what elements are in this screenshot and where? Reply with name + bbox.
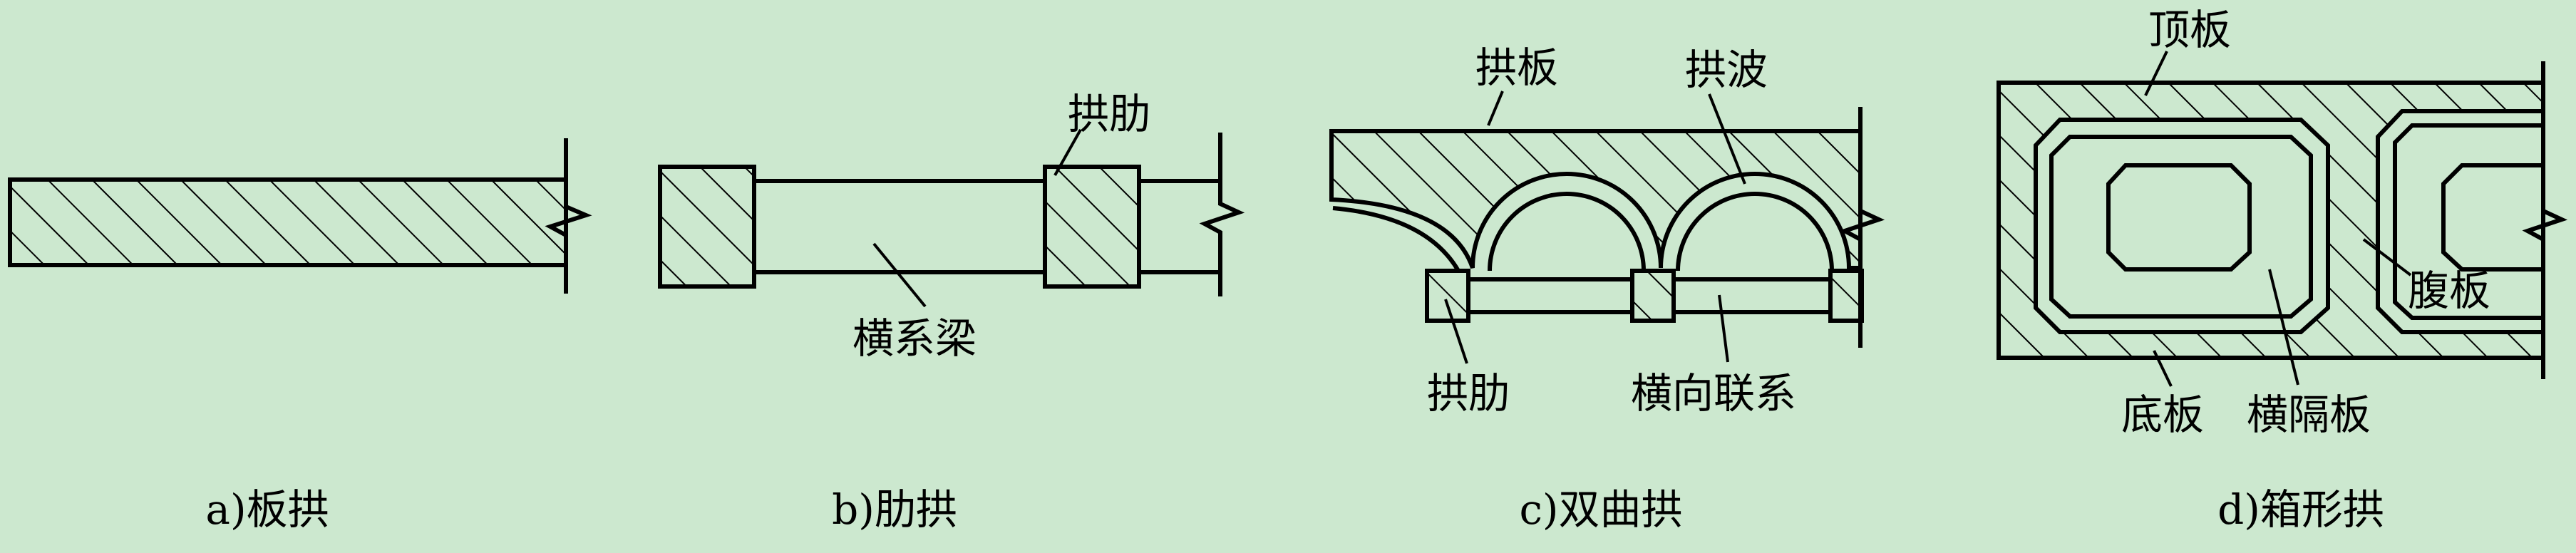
rib-section-right: [1043, 165, 1141, 289]
leader-top-slab: [2144, 51, 2168, 96]
slab-arch-section: [8, 177, 568, 267]
caption-a: a)板拱: [205, 485, 329, 534]
rib-section-left: [658, 165, 756, 289]
leader-diaphragm: [2268, 269, 2299, 386]
leader-bottom-slab: [2153, 350, 2173, 387]
cell-inner-left: [2049, 135, 2313, 319]
leader-arch-wave: [1708, 93, 1746, 185]
box-arch: 顶板 腹板 底板 横隔板 d)箱形拱: [1997, 6, 2568, 534]
diaphragm-opening-left: [2106, 163, 2252, 272]
double-curvature-arch: 拱板 拱波 拱肋 横向联系 c)双曲拱: [1329, 43, 1885, 534]
label-arch-slab: 拱板: [1475, 43, 1558, 92]
break-line: [2522, 61, 2568, 379]
break-line: [1199, 133, 1245, 296]
cell-inner-right: [2393, 123, 2543, 320]
leader-cross-tie: [1718, 294, 1729, 363]
label-web: 腹板: [2408, 267, 2490, 315]
rib-left: [1425, 269, 1470, 323]
end-fillet-inner: [1332, 206, 1460, 272]
caption-d: d)箱形拱: [2217, 485, 2384, 534]
rib-middle: [1630, 269, 1676, 323]
arch-slab-section: [1329, 129, 1863, 270]
arch-wave-left: [1488, 192, 1646, 272]
arch-wave-right: [1676, 192, 1834, 272]
leader-arch-slab: [1487, 91, 1504, 126]
break-line: [545, 138, 592, 294]
label-cross-tie: 横向联系: [1631, 369, 1796, 418]
label-arch-wave: 拱波: [1685, 46, 1768, 94]
leader-cross-beam: [872, 242, 927, 308]
rib-right: [1828, 269, 1864, 323]
leader-rib: [1053, 129, 1082, 176]
label-cross-beam: 横系梁: [852, 314, 977, 363]
caption-b: b)肋拱: [832, 485, 957, 534]
label-bottom-slab: 底板: [2121, 391, 2204, 439]
label-rib: 拱肋: [1068, 90, 1150, 138]
label-rib: 拱肋: [1427, 369, 1510, 418]
label-diaphragm: 横隔板: [2247, 391, 2371, 439]
leader-rib: [1444, 299, 1468, 364]
slab-arch: a)板拱: [8, 138, 592, 534]
leader-web: [2362, 238, 2412, 276]
break-line: [1839, 107, 1885, 348]
rib-arch: 拱肋 横系梁 b)肋拱: [658, 90, 1245, 534]
label-top-slab: 顶板: [2148, 6, 2231, 54]
caption-c: c)双曲拱: [1519, 485, 1682, 534]
